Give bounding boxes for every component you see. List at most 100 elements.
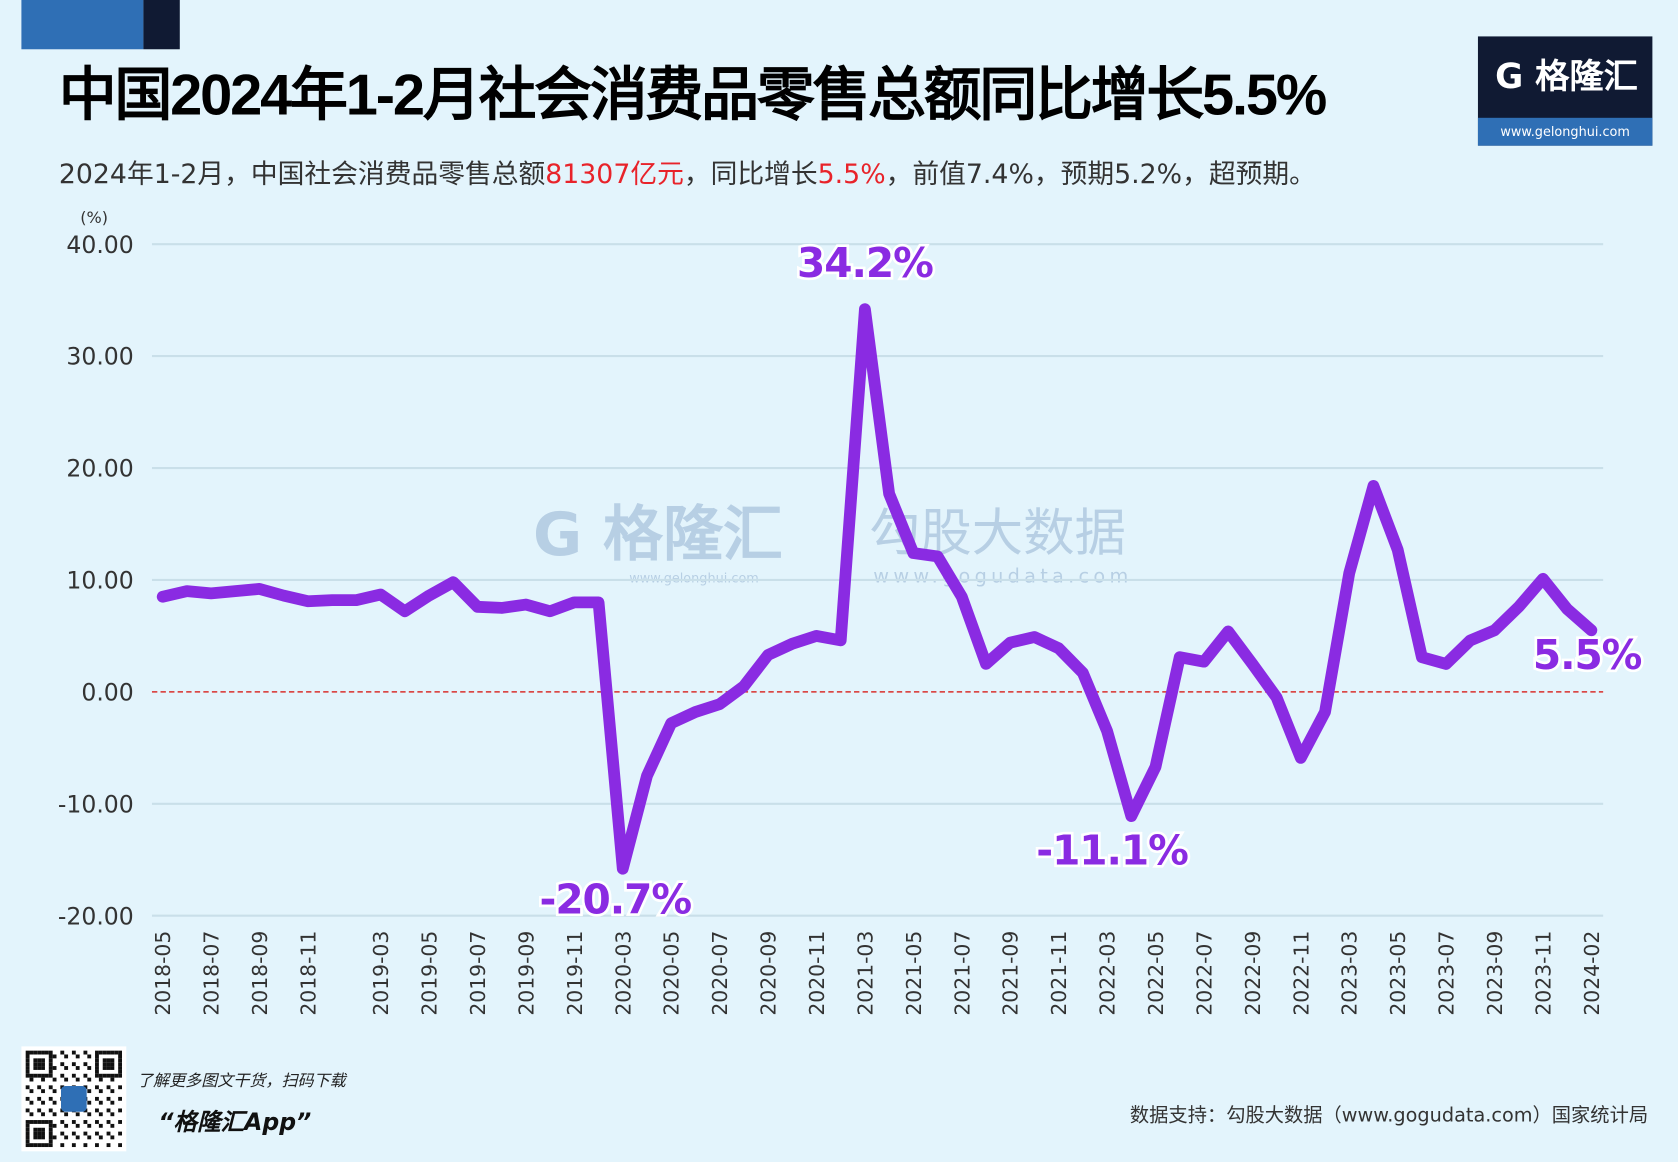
x-tick-label: 2020-09 bbox=[757, 931, 781, 1016]
qr-code bbox=[21, 1046, 127, 1152]
data-point bbox=[476, 605, 479, 608]
x-tick-label: 2021-11 bbox=[1047, 931, 1071, 1016]
data-point bbox=[1081, 671, 1084, 674]
data-point bbox=[1009, 641, 1012, 644]
data-point bbox=[573, 601, 576, 604]
data-point bbox=[1057, 647, 1060, 650]
data-point bbox=[815, 634, 818, 637]
data-point bbox=[742, 685, 745, 688]
data-source: 数据支持：勾股大数据（www.gogudata.com）国家统计局 bbox=[1129, 1104, 1649, 1127]
watermark-gogu-url: www.gogudata.com bbox=[873, 565, 1133, 588]
data-point bbox=[1348, 572, 1351, 575]
qr-caption: 了解更多图文干货，扫码下载 bbox=[136, 1071, 346, 1091]
data-label: -11.1% bbox=[1036, 826, 1188, 874]
x-tick-label: 2019-07 bbox=[466, 931, 490, 1016]
data-point bbox=[960, 595, 963, 598]
x-tick-label: 2019-11 bbox=[563, 931, 587, 1016]
x-tick-label: 2022-03 bbox=[1096, 931, 1120, 1016]
data-point bbox=[549, 610, 552, 613]
subtitle-part: ，同比增长 bbox=[683, 158, 818, 190]
x-tick-label: 2020-07 bbox=[708, 931, 732, 1016]
watermark-gelonghui-url: www.gelonghui.com bbox=[629, 570, 759, 586]
data-label: 34.2% bbox=[797, 239, 933, 287]
data-point bbox=[427, 594, 431, 597]
page-title: 中国2024年1-2月社会消费品零售总额同比增长5.5% bbox=[58, 63, 1327, 128]
x-tick-label: 2019-09 bbox=[514, 931, 538, 1016]
data-point bbox=[355, 599, 358, 602]
data-point bbox=[1275, 696, 1278, 699]
data-point bbox=[258, 587, 261, 590]
data-point bbox=[597, 601, 600, 604]
brand-logo: G 格隆汇 www.gelonghui.com bbox=[1477, 36, 1653, 146]
data-point bbox=[718, 703, 721, 706]
data-point bbox=[1106, 729, 1109, 733]
data-point bbox=[984, 662, 988, 665]
data-point bbox=[694, 710, 697, 714]
x-tick-label: 2023-09 bbox=[1483, 931, 1507, 1016]
data-point bbox=[766, 653, 770, 657]
x-tick-label: 2023-05 bbox=[1386, 931, 1410, 1016]
x-tick-label: 2021-03 bbox=[853, 931, 877, 1016]
qr-code-icon bbox=[25, 1050, 123, 1148]
y-tick-label: 20.00 bbox=[66, 455, 133, 483]
y-tick-label: 40.00 bbox=[66, 231, 133, 259]
x-tick-label: 2020-11 bbox=[805, 931, 829, 1016]
x-tick-label: 2020-05 bbox=[660, 931, 684, 1016]
series-line bbox=[156, 303, 1598, 875]
subtitle-growth-highlight: 5.5% bbox=[817, 158, 886, 190]
data-point bbox=[210, 592, 213, 595]
x-tick-label: 2019-05 bbox=[418, 931, 442, 1016]
g-logo-icon: G bbox=[1495, 55, 1536, 97]
data-point bbox=[331, 599, 334, 602]
x-tick-label: 2019-03 bbox=[369, 931, 393, 1016]
x-tick-label: 2022-09 bbox=[1241, 931, 1265, 1016]
data-point bbox=[1202, 660, 1206, 663]
data-point bbox=[912, 552, 915, 555]
subtitle-total-highlight: 81307亿元 bbox=[545, 158, 684, 190]
data-point bbox=[403, 610, 406, 613]
subtitle-part: ，前值7.4%，预期5.2%，超预期。 bbox=[885, 158, 1316, 190]
data-point bbox=[1420, 656, 1423, 659]
data-point bbox=[1541, 577, 1545, 580]
x-tick-label: 2021-09 bbox=[999, 931, 1023, 1016]
y-tick-label: 10.00 bbox=[66, 567, 133, 595]
data-point bbox=[1154, 765, 1157, 768]
data-point bbox=[1130, 815, 1133, 818]
data-point bbox=[839, 639, 842, 642]
data-point bbox=[936, 555, 939, 558]
y-tick-label: -20.00 bbox=[58, 902, 134, 930]
logo-url: www.gelonghui.com bbox=[1477, 117, 1653, 146]
data-point bbox=[306, 600, 310, 603]
data-label: -20.7% bbox=[540, 876, 692, 924]
x-tick-label: 2018-11 bbox=[296, 931, 320, 1016]
data-point bbox=[1517, 605, 1520, 608]
data-point bbox=[524, 603, 527, 606]
y-tick-label: -10.00 bbox=[58, 790, 134, 818]
x-tick-label: 2021-05 bbox=[902, 931, 926, 1016]
data-point bbox=[791, 642, 794, 645]
data-point bbox=[379, 593, 382, 596]
x-tick-label: 2018-07 bbox=[200, 931, 224, 1016]
g-logo-icon: G bbox=[532, 500, 604, 570]
data-point bbox=[452, 581, 455, 584]
data-point bbox=[1396, 548, 1399, 551]
data-point bbox=[1590, 629, 1593, 632]
data-point bbox=[1469, 639, 1472, 642]
app-name: “格隆汇App” bbox=[158, 1109, 312, 1137]
data-point bbox=[888, 492, 891, 495]
data-point bbox=[1299, 756, 1302, 759]
y-axis-label: (%) bbox=[80, 208, 108, 227]
x-tick-label: 2022-07 bbox=[1192, 931, 1216, 1016]
data-point bbox=[863, 308, 866, 311]
data-point bbox=[1323, 710, 1327, 714]
x-tick-label: 2022-11 bbox=[1289, 931, 1313, 1016]
x-tick-label: 2018-09 bbox=[248, 931, 272, 1016]
data-point bbox=[1566, 607, 1569, 611]
x-tick-label: 2018-05 bbox=[151, 931, 175, 1016]
data-point bbox=[1372, 484, 1375, 488]
data-point bbox=[621, 867, 624, 870]
data-point bbox=[1178, 656, 1181, 659]
data-point bbox=[234, 590, 237, 593]
x-tick-label: 2023-07 bbox=[1435, 931, 1459, 1016]
